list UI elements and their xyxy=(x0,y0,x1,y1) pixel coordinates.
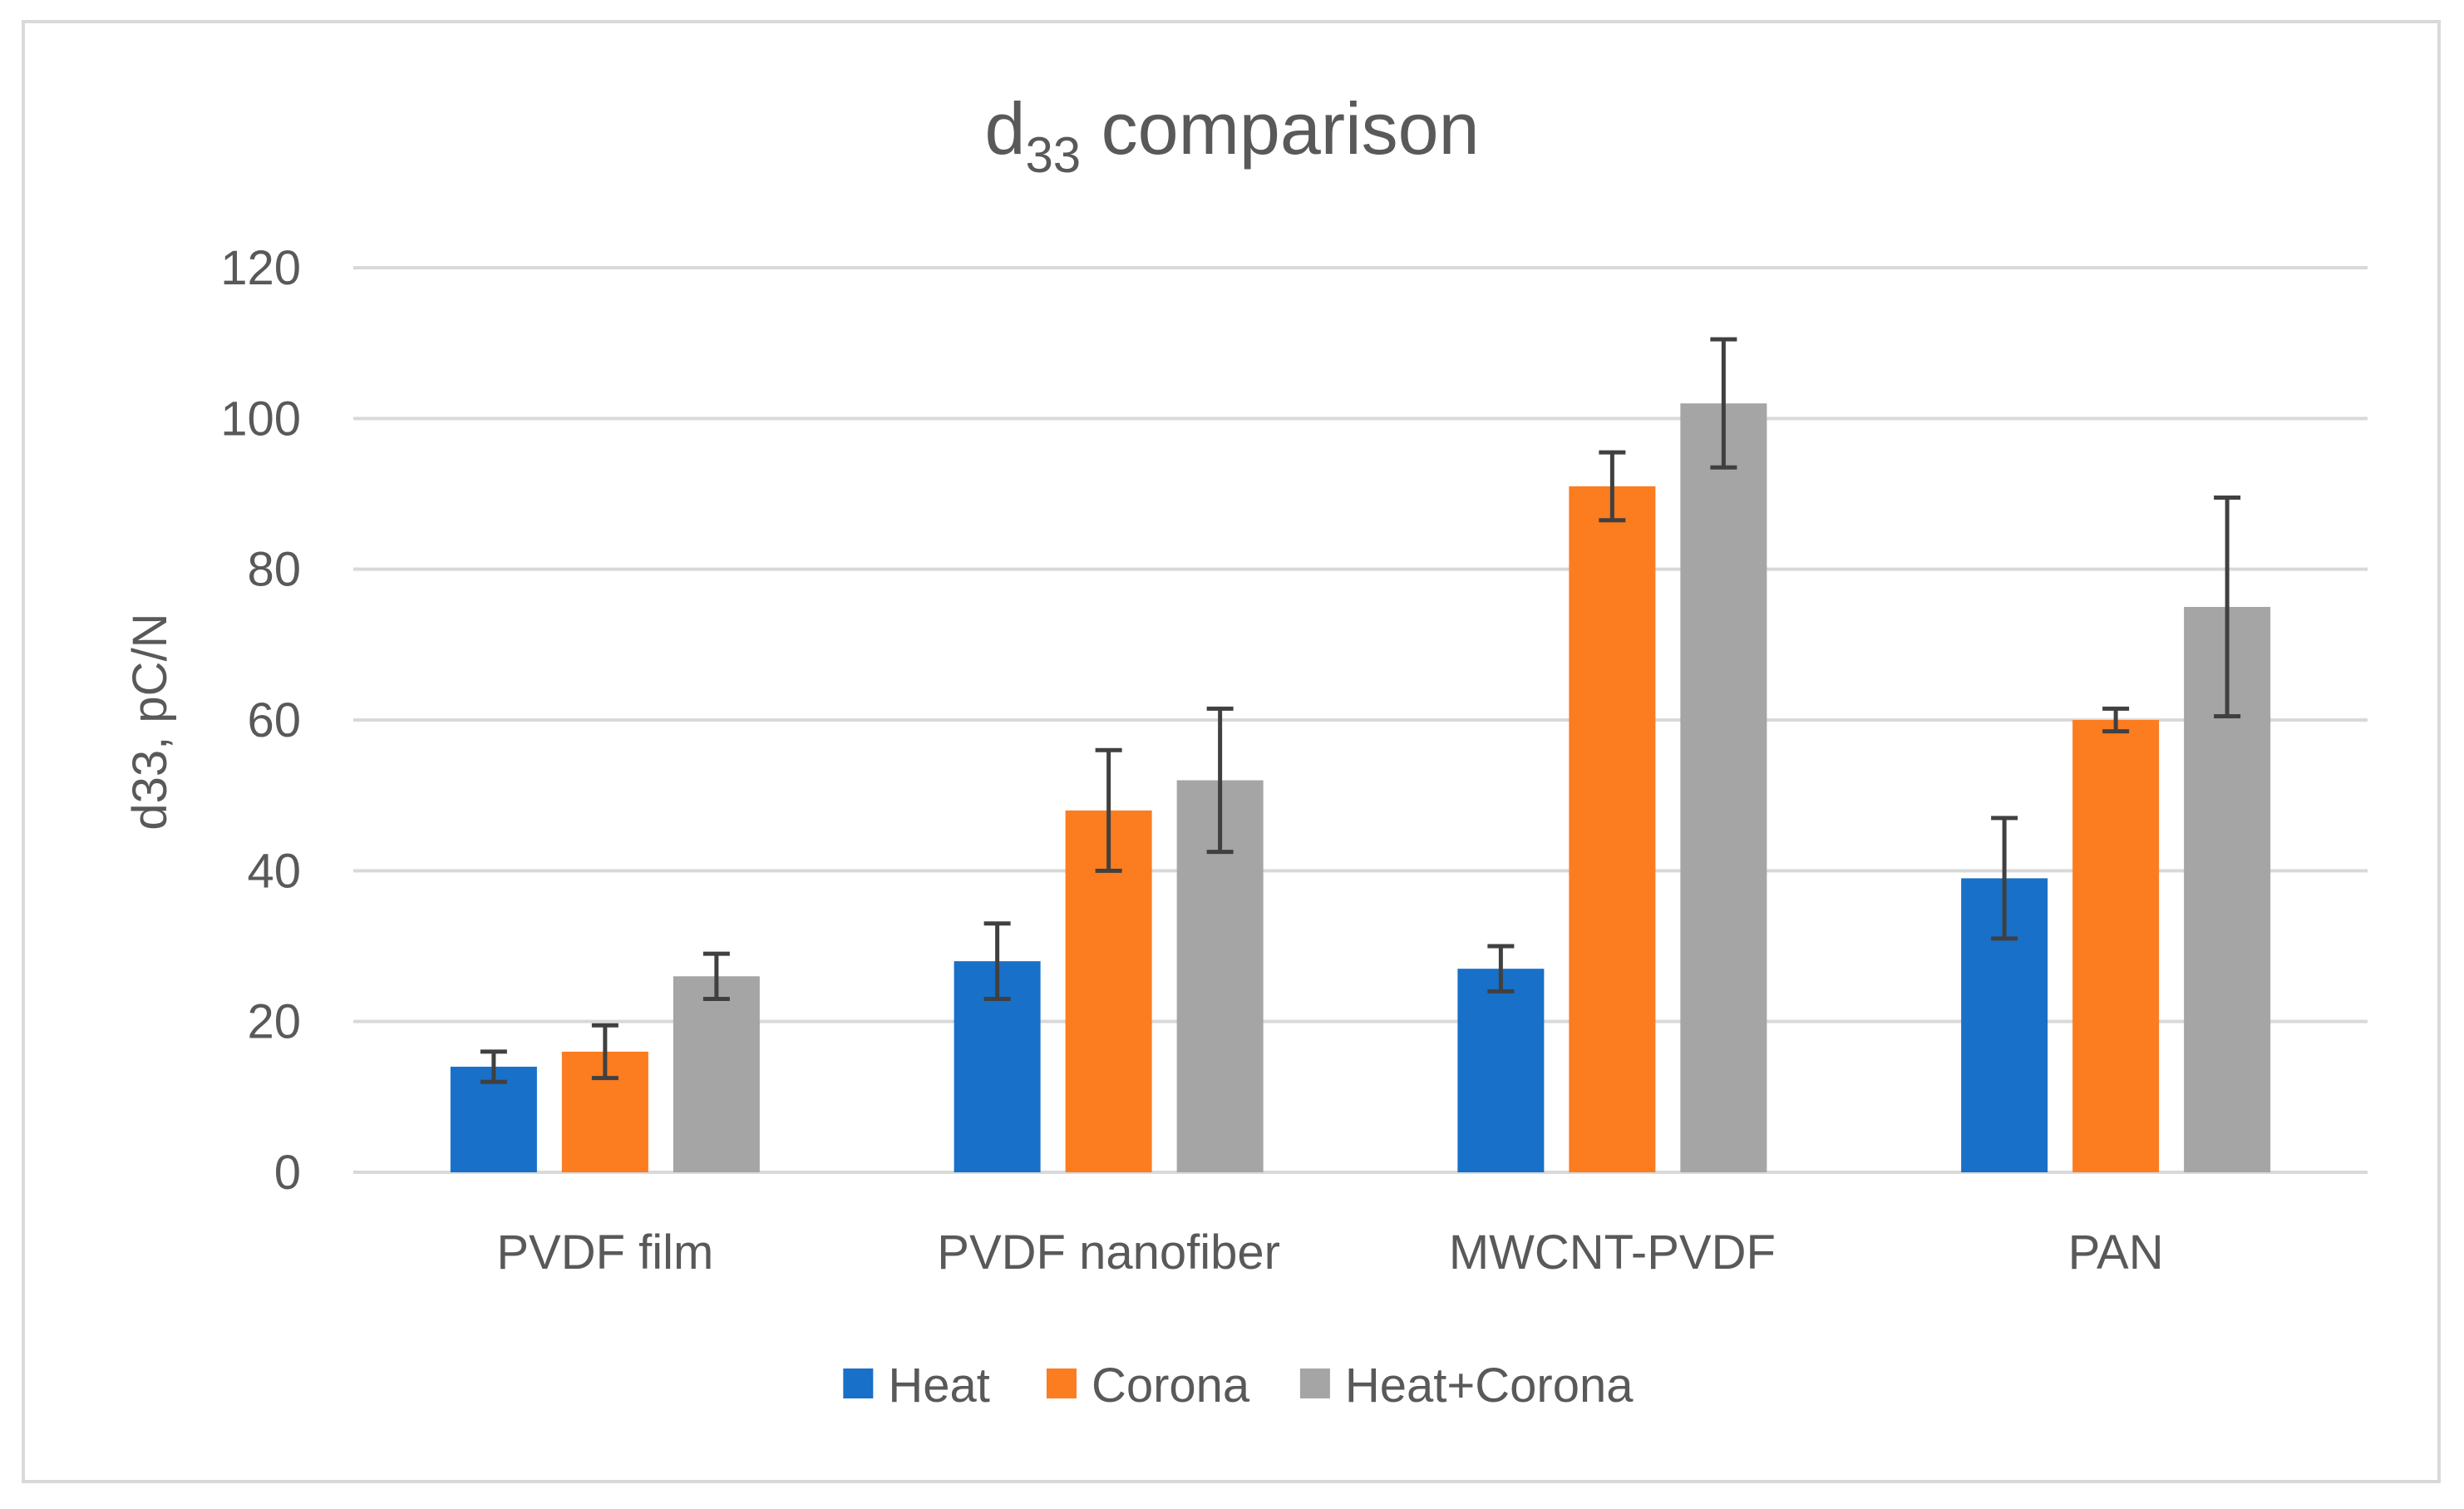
error-bar xyxy=(1991,816,2018,941)
legend-label: Corona xyxy=(1092,1359,1250,1413)
y-axis-label: d33, pC/N xyxy=(123,613,177,830)
x-tick-label: PVDF nanofiber xyxy=(937,1225,1280,1280)
error-bar xyxy=(1095,747,1122,873)
error-bar xyxy=(2214,496,2241,718)
bars xyxy=(450,403,2271,1172)
legend-item: Heat+Corona xyxy=(1299,1359,1634,1413)
legend: Heat Corona Heat+Corona xyxy=(843,1359,1634,1413)
chart-frame xyxy=(22,20,2441,1483)
y-tick-label: 80 xyxy=(247,543,301,597)
error-bars xyxy=(480,337,2241,1084)
legend-swatch xyxy=(843,1368,874,1398)
x-tick-label: PVDF film xyxy=(496,1225,713,1280)
bar xyxy=(2072,720,2160,1172)
legend-item: Heat xyxy=(843,1359,990,1413)
bar xyxy=(673,976,760,1172)
y-tick-label: 40 xyxy=(247,844,301,898)
error-bar xyxy=(591,1023,618,1081)
gridlines xyxy=(353,266,2368,1174)
bar xyxy=(1457,969,1545,1172)
bar xyxy=(450,1067,537,1172)
chart-title-main: d xyxy=(984,87,1025,170)
error-bar xyxy=(1206,706,1234,855)
y-tick-label: 20 xyxy=(247,995,301,1049)
legend-label: Heat+Corona xyxy=(1345,1359,1634,1413)
bar xyxy=(1680,403,1767,1172)
y-tick-label: 120 xyxy=(220,241,301,295)
x-tick-label: MWCNT-PVDF xyxy=(1449,1225,1776,1280)
chart-title: d33 comparison xyxy=(984,87,1479,183)
error-bar xyxy=(1599,450,1626,523)
error-bar xyxy=(983,921,1011,1001)
y-tick-label: 100 xyxy=(220,392,301,446)
error-bar xyxy=(1487,944,1515,994)
y-axis-ticks: 0 20 40 60 80 100 120 xyxy=(220,241,301,1200)
chart-title-rest: comparison xyxy=(1081,87,1479,170)
legend-swatch xyxy=(1299,1368,1330,1398)
error-bar xyxy=(2102,706,2130,734)
error-bar xyxy=(1710,337,1737,470)
legend-item: Corona xyxy=(1046,1359,1250,1413)
legend-label: Heat xyxy=(888,1359,990,1413)
error-bar xyxy=(480,1049,507,1084)
chart-title-subscript: 33 xyxy=(1025,127,1081,183)
bar xyxy=(1569,486,1656,1172)
x-tick-label: PAN xyxy=(2068,1225,2164,1280)
error-bar xyxy=(702,951,730,1001)
x-axis-ticks: PVDF film PVDF nanofiber MWCNT-PVDF PAN xyxy=(496,1225,2163,1280)
y-tick-label: 60 xyxy=(247,693,301,747)
y-tick-label: 0 xyxy=(274,1146,301,1200)
legend-swatch xyxy=(1046,1368,1077,1398)
